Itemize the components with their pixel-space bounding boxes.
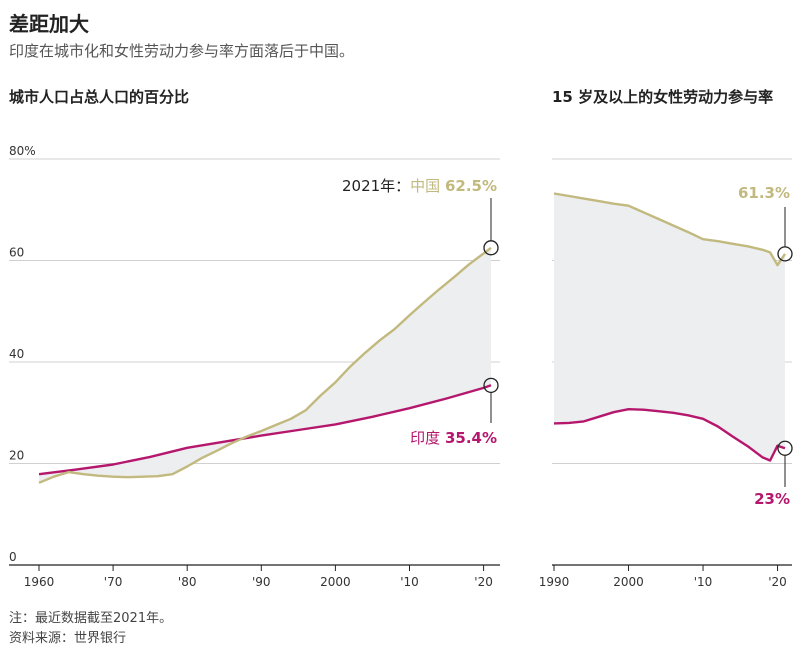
gap-bands: [39, 193, 785, 483]
x-tick-label: 1960: [24, 575, 55, 589]
x-tick-label: '70: [104, 575, 123, 589]
y-tick-label: 80%: [9, 144, 36, 158]
x-tick-label: 2000: [613, 575, 644, 589]
india-endpoint: [777, 440, 793, 456]
x-tick-label: '10: [694, 575, 713, 589]
axis-ticks: 1960 '70 '80 '90 2000 '10 '20 80% 60 40 20 0 1990 200…: [9, 144, 787, 589]
x-tick-label: '20: [768, 575, 787, 589]
left-panel-title: 城市人口占总人口的百分比: [9, 88, 190, 106]
y-tick-label: 0: [9, 550, 17, 564]
gap-band: [554, 193, 785, 461]
x-tick-label: 1990: [539, 575, 570, 589]
china-annotation: 61.3%: [738, 184, 790, 202]
y-tick-label: 20: [9, 449, 24, 463]
chart-title: 差距加大: [9, 12, 89, 36]
india-annotation: 23%: [754, 490, 790, 508]
x-tick-label: '80: [178, 575, 197, 589]
footnote: 注：最近数据截至2021年。: [9, 611, 173, 626]
china-line: [553, 192, 786, 267]
india-line: [38, 384, 492, 476]
right-panel-title: 15 岁及以上的女性劳动力参与率: [552, 88, 774, 106]
china-line: [38, 246, 492, 484]
china-annotation: 2021年：中国 62.5%: [342, 177, 497, 195]
gap-band: [39, 247, 491, 483]
china-endpoint: [777, 246, 793, 262]
x-tick-label: 2000: [320, 575, 351, 589]
y-tick-label: 40: [9, 347, 24, 361]
india-endpoint: [483, 377, 499, 393]
x-tick-label: '90: [252, 575, 271, 589]
y-tick-label: 60: [9, 246, 24, 260]
x-tick-label: '10: [400, 575, 419, 589]
series-lines: [38, 192, 786, 484]
china-endpoint: [483, 240, 499, 256]
india-line: [553, 408, 786, 462]
india-annotation: 印度 35.4%: [410, 429, 497, 447]
source-note: 资料来源：世界银行: [9, 631, 127, 646]
chart-subtitle: 印度在城市化和女性劳动力参与率方面落后于中国。: [9, 42, 355, 60]
annotations: 2021年：中国 62.5% 印度 35.4% 61.3% 23%: [342, 177, 793, 508]
x-tick-label: '20: [474, 575, 493, 589]
